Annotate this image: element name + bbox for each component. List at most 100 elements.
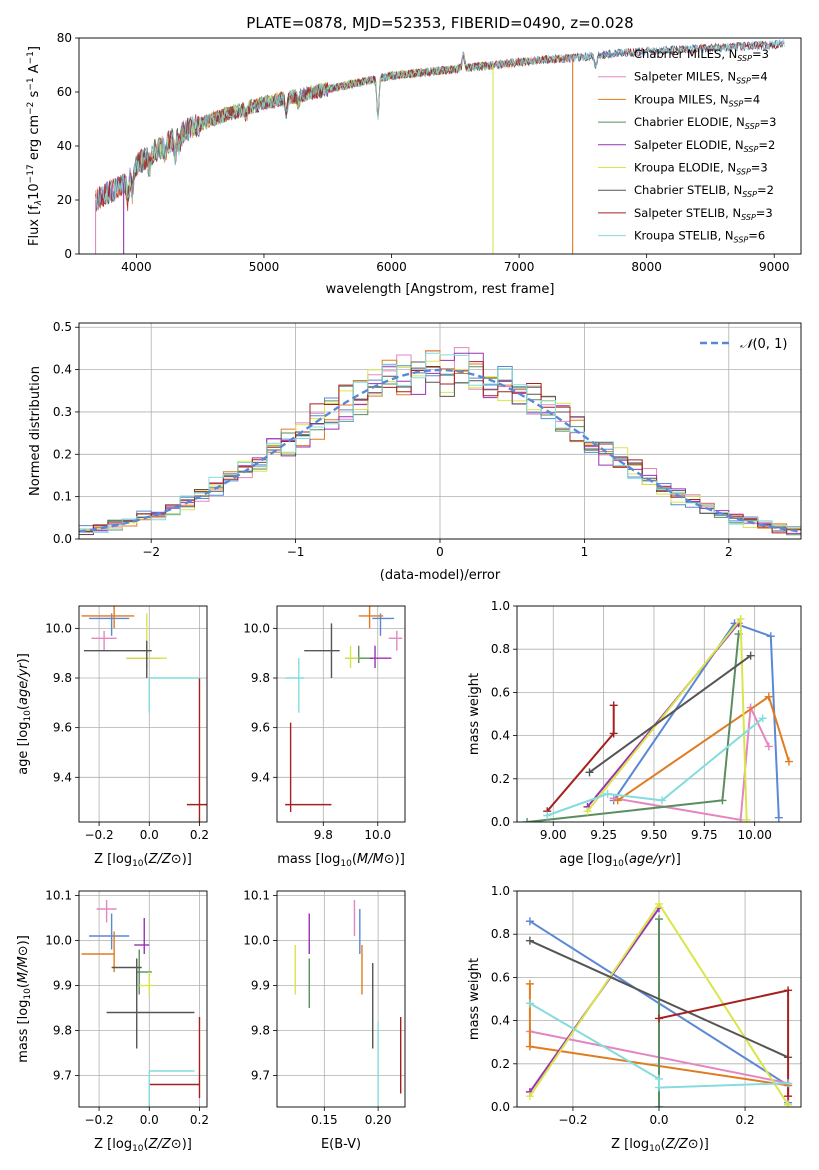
y-tick-label: 10.0 [243,621,270,635]
y-axis-label: mass weight [467,958,482,1040]
y-tick-label: 40 [57,139,72,153]
label-part: Z [log [94,852,132,867]
x-tick-label: 7000 [504,260,535,274]
point-marker [784,1092,793,1101]
label-part: )] [16,653,31,663]
label-part: =3 [756,206,773,220]
y-tick-label: 0 [64,247,72,261]
histogram-step [79,367,801,535]
label-part: age/yr [629,852,672,867]
spectrum-line [95,39,785,212]
y-axis-label: Flux [fλ10−17 erg cm−2 s−1 A−1] [26,46,44,246]
y-tick-label: 20 [57,193,72,207]
label-part: SSP [744,145,759,154]
x-axis-label: Z [log10(Z/Z⊙)] [94,852,192,869]
label-part: ( [16,983,31,988]
label-part: age/yr [16,662,31,705]
x-tick-label: −0.2 [85,828,114,842]
x-tick-label: 0 [436,545,444,559]
point-marker [655,1074,663,1083]
x-tick-label: 9.00 [540,828,567,842]
y-tick-label: 0.0 [53,532,72,546]
legend-entry: Kroupa MILES, NSSP=4 [634,92,760,108]
point-marker [784,757,793,766]
label-part: =4 [751,70,768,84]
label-part: Chabrier ELODIE, N [634,115,745,129]
label-part: SSP [736,168,751,177]
label-part: −17 [26,164,36,183]
point-marker [784,986,793,995]
label-part: ( [16,705,31,710]
label-part: 10 [27,183,42,200]
histogram-step [79,352,801,533]
legend-entry: Chabrier STELIB, NSSP=2 [634,183,774,199]
label-part: Salpeter MILES, N [634,70,736,84]
x-tick-label: 9.25 [590,828,617,842]
normal-curve [79,368,801,533]
y-tick-label: 9.6 [251,721,270,735]
label-part: erg cm [27,115,42,164]
point-marker [655,1083,663,1092]
point-marker [764,742,773,751]
point-marker [525,1042,534,1051]
x-tick-label: 10.00 [737,828,771,842]
label-part: mass [log [277,852,340,867]
y-tick-label: 60 [57,85,72,99]
y-tick-label: 80 [57,31,72,45]
y-tick-label: 1.0 [491,599,510,613]
label-part: 10 [23,988,33,1000]
spectrum-line [123,53,492,207]
point-marker [658,796,667,805]
point-marker [525,917,534,926]
label-part: =3 [760,115,777,129]
x-tick-label: 10.0 [364,828,391,842]
series-line [529,939,789,1059]
point-marker [613,796,622,805]
legend-entry: Kroupa ELODIE, NSSP=3 [634,161,768,177]
legend-entry: Salpeter ELODIE, NSSP=2 [634,138,775,154]
x-axis-label: age [log10(age/yr)] [559,852,681,869]
series-line [546,717,764,817]
z-mass-panel: −0.2 0.0 0.29.79.89.910.010.1Z [log10(Z/Z⊙… [16,889,209,1155]
x-tick-label: 6000 [376,260,407,274]
label-part: =2 [757,183,774,197]
x-tick-label: −1 [287,545,305,559]
point-marker [758,714,767,723]
point-marker [718,796,727,805]
y-tick-label: 9.4 [251,770,270,784]
label-part: =3 [751,161,768,175]
label-part: Z/Z⊙ [665,1137,699,1152]
x-tick-label: 9.75 [691,828,718,842]
mass-age-panel: 9.8 10.0 9.4 9.6 9.8 10.0 mass [log10(M/M⊙)] [243,605,406,869]
plot-area [294,900,402,1107]
label-part: )] [395,852,405,867]
y-tick-label: 9.9 [251,979,270,993]
x-tick-label: 2 [725,545,733,559]
x-tick-label: 9.8 [314,828,333,842]
y-tick-label: 0.4 [491,729,510,743]
y-tick-label: 0.3 [53,405,72,419]
label-part: mass [log [16,1000,31,1063]
x-tick-label: 4000 [121,260,152,274]
label-part: 10 [23,710,33,722]
point-marker [655,899,663,908]
x-tick-label: 8000 [631,260,662,274]
x-axis-label: Z [log10(Z/Z⊙)] [94,1137,192,1154]
point-marker [774,813,783,822]
x-tick-label: 9000 [759,260,790,274]
plot-area [523,614,793,822]
point-marker [655,1014,663,1023]
legend-entry: Salpeter STELIB, NSSP=3 [634,206,773,222]
label-part: SSP [736,77,751,86]
y-tick-label: 10.0 [243,934,270,948]
point-marker [766,632,775,641]
label-part: SSP [734,236,749,245]
x-tick-label: 9.50 [641,828,668,842]
y-tick-label: 9.4 [53,770,72,784]
label-part: ( [144,852,149,867]
label-part: −1 [26,77,36,90]
point-marker [525,936,534,945]
label-part: Kroupa MILES, N [634,92,729,106]
label-part: )] [182,852,192,867]
